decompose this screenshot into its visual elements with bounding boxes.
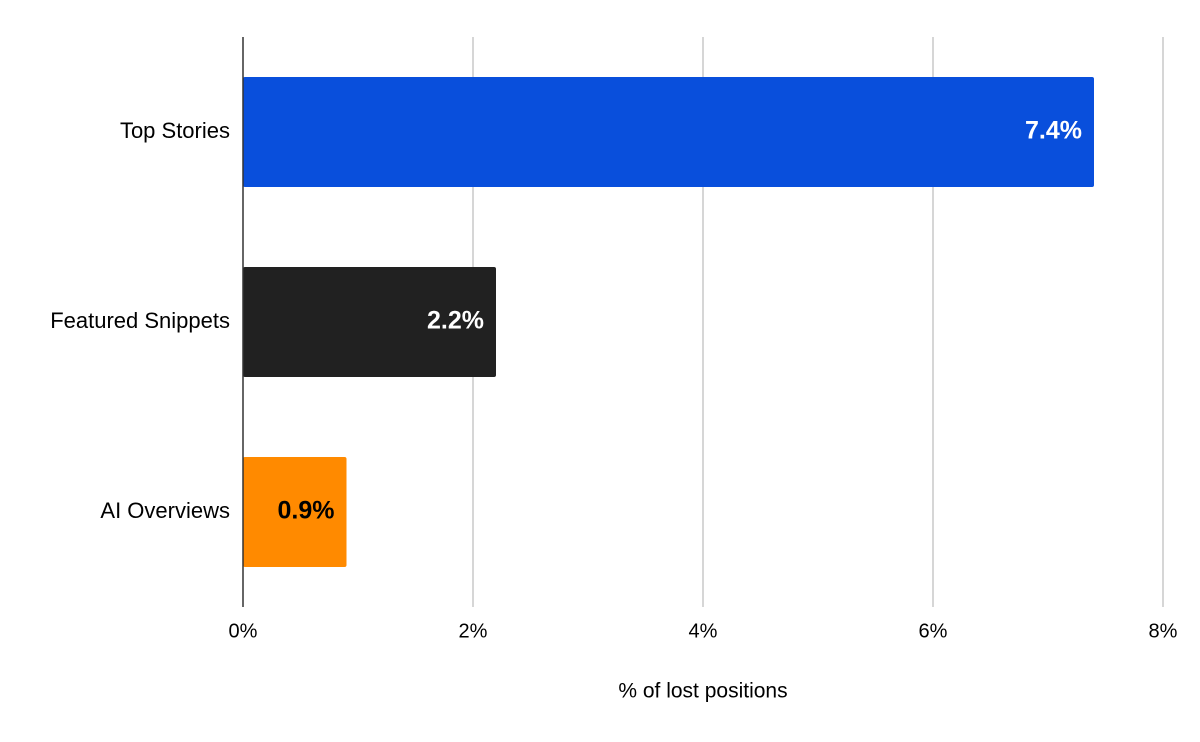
category-label: AI Overviews [100, 498, 230, 523]
bar [243, 457, 347, 567]
category-label: Top Stories [120, 118, 230, 143]
bar [243, 267, 496, 377]
bar [243, 77, 1094, 187]
x-tick-label: 4% [689, 620, 718, 642]
x-tick-label: 2% [459, 620, 488, 642]
value-label: 7.4% [1025, 117, 1082, 145]
x-tick-label: 6% [919, 620, 948, 642]
x-axis-title: % of lost positions [618, 680, 787, 703]
value-label: 2.2% [427, 307, 484, 335]
x-tick-label: 8% [1149, 620, 1178, 642]
value-label: 0.9% [278, 497, 335, 525]
x-tick-label: 0% [229, 620, 258, 642]
category-label: Featured Snippets [50, 308, 230, 333]
